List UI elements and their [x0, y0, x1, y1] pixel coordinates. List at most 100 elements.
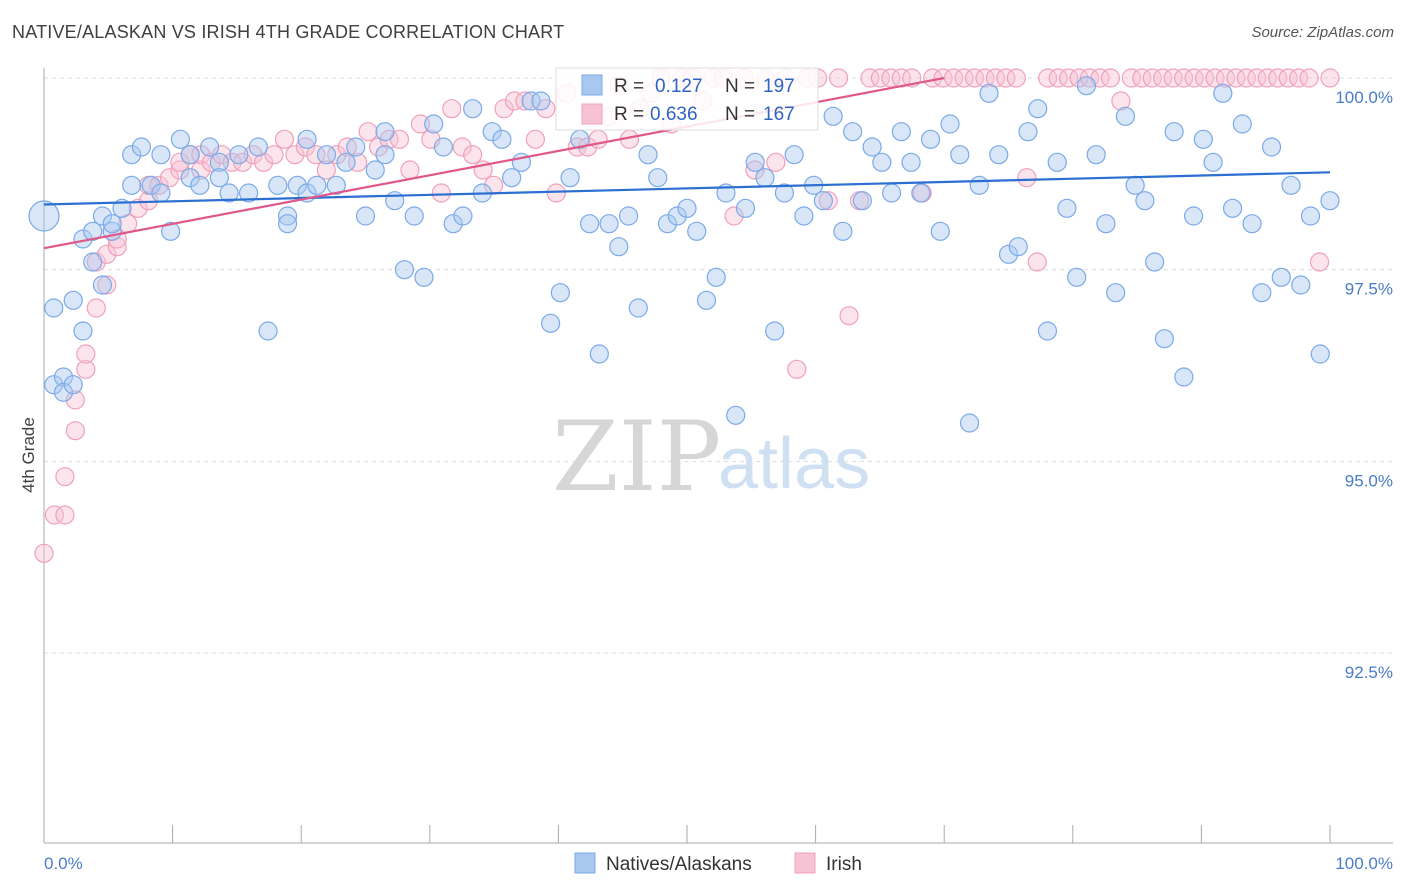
- native-point: [365, 160, 385, 180]
- native-point: [959, 413, 980, 433]
- irish-point: [358, 122, 378, 142]
- irish-point: [1205, 68, 1225, 88]
- native-point: [843, 122, 863, 142]
- irish-point: [1215, 68, 1236, 88]
- irish-point: [1017, 168, 1037, 188]
- irish-point: [1038, 68, 1058, 88]
- irish-point: [316, 160, 336, 180]
- stats-n-label-native: N =: [725, 76, 755, 97]
- irish-point: [1142, 68, 1162, 88]
- irish-point: [86, 298, 106, 318]
- irish-point: [128, 198, 148, 218]
- irish-point: [1309, 252, 1330, 272]
- native-point: [1057, 198, 1077, 218]
- irish-point: [818, 191, 838, 211]
- native-point: [687, 221, 707, 241]
- irish-point: [107, 237, 127, 257]
- native-point: [765, 321, 785, 341]
- native-point: [969, 175, 989, 195]
- x-tick-label-left: 0.0%: [44, 854, 83, 873]
- native-point: [1261, 137, 1282, 157]
- native-point: [112, 198, 132, 218]
- native-point: [122, 175, 142, 195]
- native-point: [852, 191, 872, 211]
- irish-point: [745, 160, 765, 180]
- native-point: [560, 168, 580, 188]
- irish-point: [829, 68, 849, 88]
- irish-point: [1268, 68, 1288, 88]
- irish-point: [766, 152, 786, 172]
- native-point: [862, 137, 882, 157]
- native-point: [151, 145, 171, 165]
- native-point: [521, 91, 541, 111]
- irish-point: [76, 344, 96, 364]
- irish-point: [724, 206, 744, 226]
- native-point: [1184, 206, 1204, 226]
- native-point: [823, 106, 843, 126]
- y-axis-title: 4th Grade: [19, 417, 38, 493]
- irish-point: [1027, 252, 1047, 272]
- native-point: [414, 267, 434, 287]
- native-point: [833, 221, 853, 241]
- y-tick-labels: 100.0% 97.5% 95.0% 92.5%: [1335, 88, 1393, 682]
- native-point: [1096, 214, 1116, 234]
- irish-point: [1320, 68, 1340, 88]
- native-point: [881, 183, 902, 203]
- native-point: [1193, 129, 1213, 149]
- irish-point: [44, 505, 65, 525]
- native-point: [531, 91, 551, 111]
- irish-point: [1236, 68, 1256, 88]
- irish-point: [212, 145, 232, 165]
- source-credit: Source: ZipAtlas.com: [1251, 24, 1394, 41]
- native-point: [599, 214, 619, 234]
- native-point: [336, 152, 356, 172]
- native-point: [297, 129, 317, 149]
- native-point: [1145, 252, 1165, 272]
- irish-point: [431, 183, 451, 203]
- irish-point: [1111, 91, 1131, 111]
- native-point: [1115, 106, 1136, 126]
- native-point: [453, 206, 473, 226]
- native-point: [502, 168, 522, 188]
- series-native-points: [28, 76, 1340, 433]
- native-point: [541, 313, 561, 333]
- native-point: [1076, 76, 1097, 96]
- irish-point: [55, 467, 75, 487]
- irish-point: [1121, 68, 1141, 88]
- irish-point: [787, 359, 807, 379]
- native-point: [102, 214, 122, 234]
- irish-point: [870, 68, 891, 88]
- irish-point: [494, 99, 514, 119]
- irish-point: [964, 68, 985, 88]
- native-point: [287, 175, 307, 195]
- native-point: [901, 152, 921, 172]
- legend-swatch-irish: [794, 852, 816, 874]
- irish-point: [525, 129, 545, 149]
- native-point: [316, 145, 337, 165]
- irish-point: [1069, 68, 1089, 88]
- irish-point: [1132, 68, 1152, 88]
- native-point: [1125, 175, 1145, 195]
- irish-point: [170, 152, 190, 172]
- irish-point: [1163, 68, 1183, 88]
- irish-point: [546, 183, 566, 203]
- irish-point: [1184, 68, 1204, 88]
- native-point: [1242, 214, 1262, 234]
- stats-r-label-irish: R =: [614, 104, 644, 125]
- native-point: [209, 152, 229, 172]
- stats-box: R = 0.127 N = 197 R = 0.636 N = 167: [555, 67, 819, 131]
- legend: Natives/Alaskans Irish: [574, 852, 862, 875]
- native-point: [667, 206, 687, 226]
- native-point: [1164, 122, 1184, 142]
- native-point: [424, 114, 444, 134]
- native-point: [911, 183, 931, 203]
- irish-point: [65, 421, 85, 441]
- native-point: [696, 290, 717, 310]
- irish-point: [452, 137, 472, 157]
- irish-point: [1153, 68, 1173, 88]
- native-point: [277, 206, 298, 226]
- watermark-zip: ZIP: [552, 401, 721, 513]
- native-point: [1271, 267, 1291, 287]
- irish-point: [442, 99, 462, 119]
